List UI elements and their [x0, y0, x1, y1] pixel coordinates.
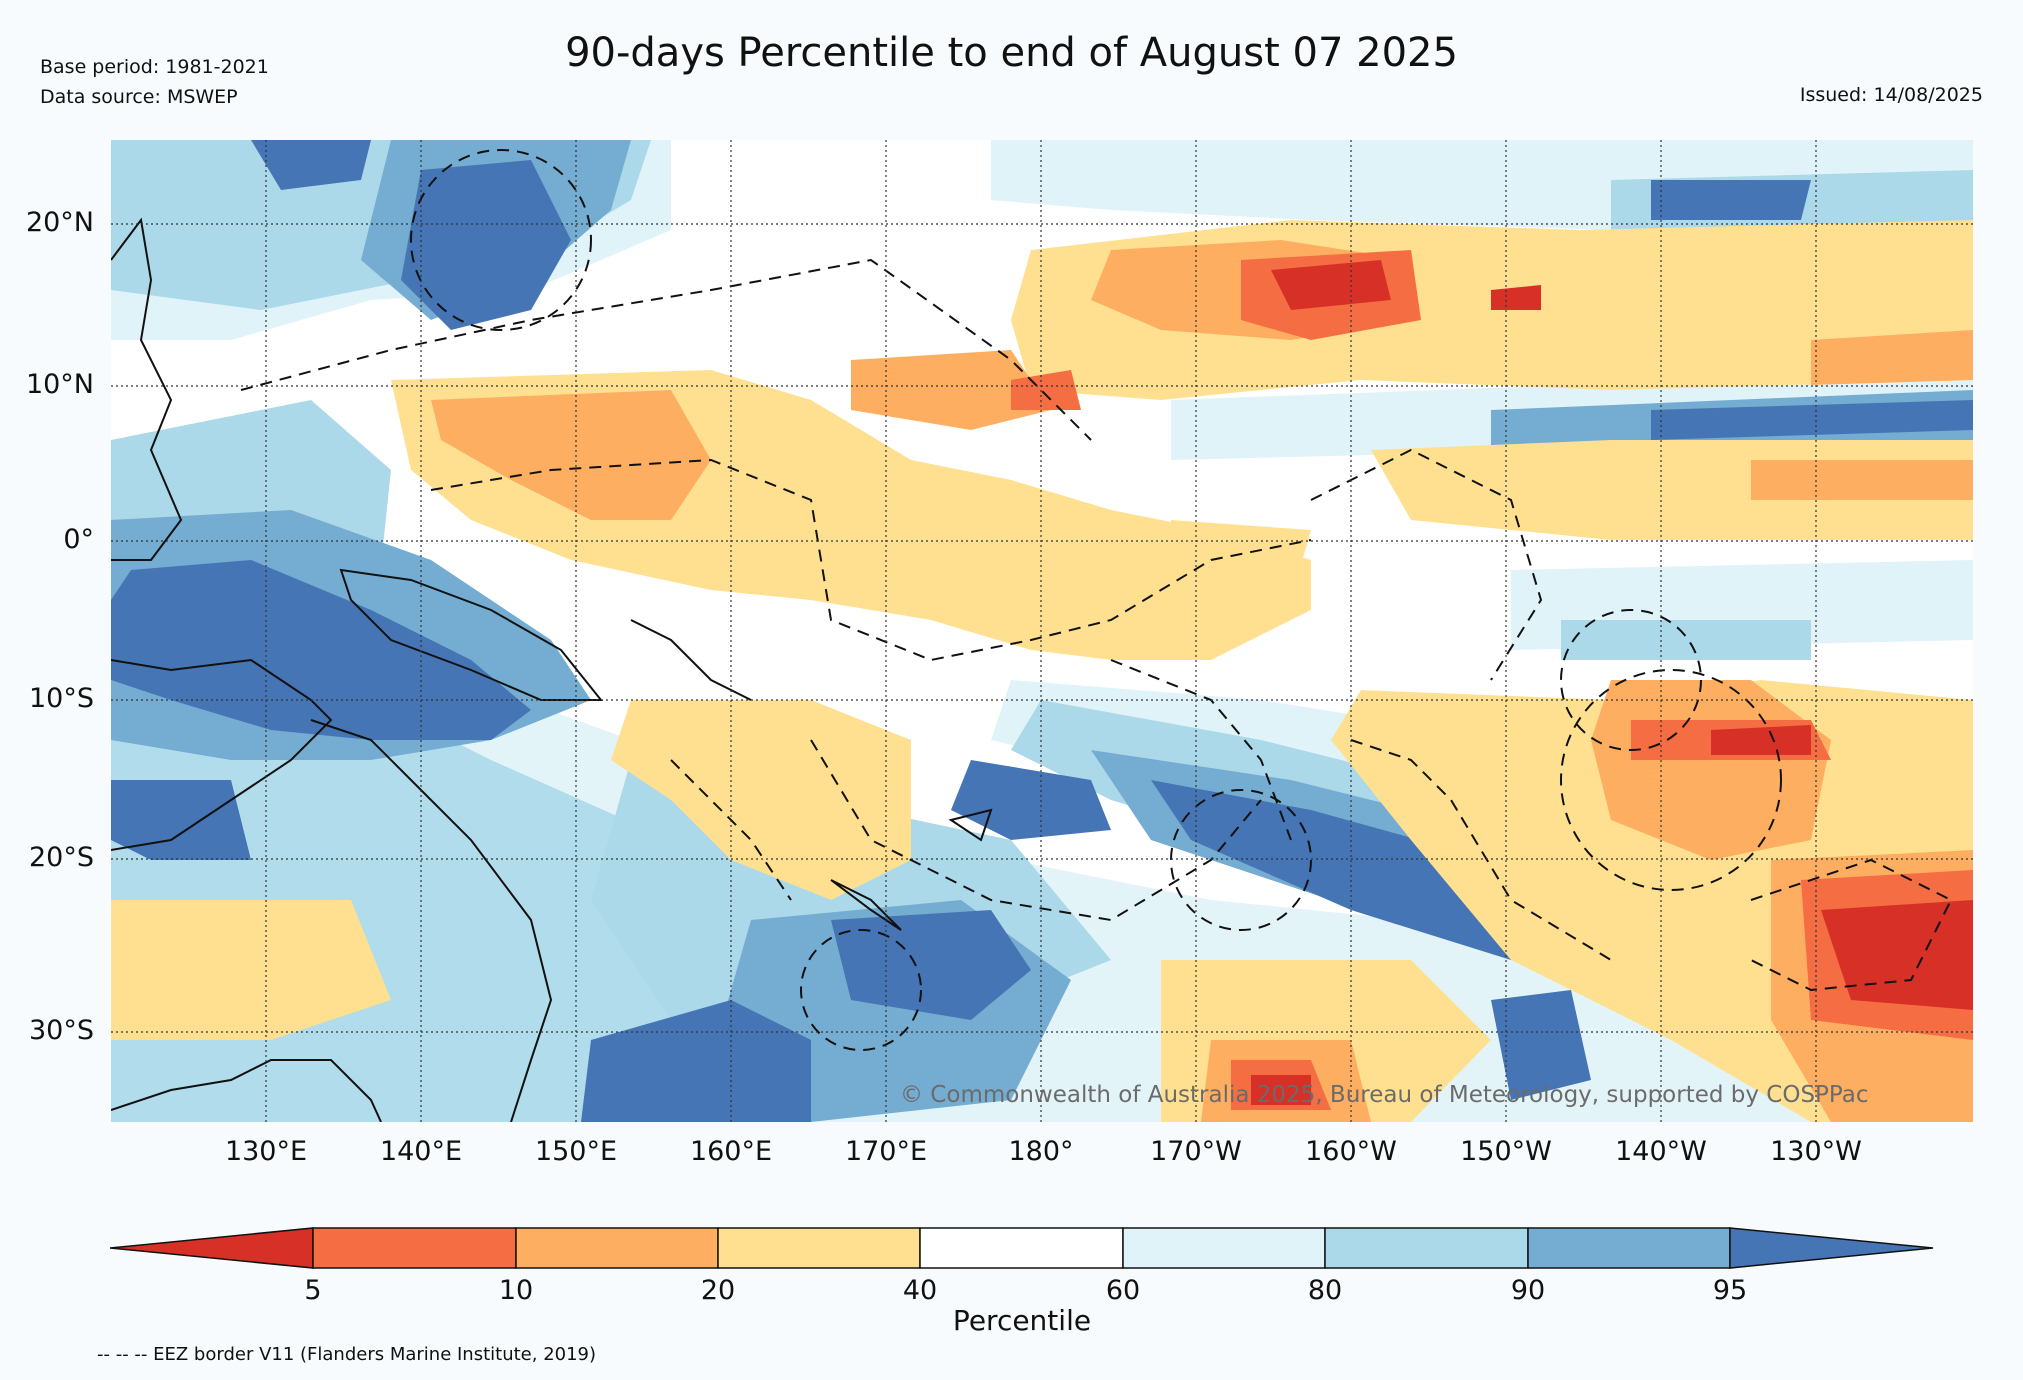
lon-label-160w: 160°W — [1305, 1136, 1397, 1167]
colorbar-80-90 — [1324, 1227, 1529, 1269]
data-source: Data source: MSWEP — [40, 86, 238, 108]
colorbar-gt95 — [1729, 1227, 1934, 1269]
colorbar-tick-95: 95 — [1712, 1275, 1748, 1306]
colorbar-40-60 — [919, 1227, 1124, 1269]
lat-label-30s: 30°S — [29, 1015, 94, 1046]
colorbar-title: Percentile — [952, 1304, 1092, 1337]
lat-label-0: 0° — [63, 524, 94, 555]
base-period: Base period: 1981-2021 — [40, 56, 269, 78]
graticule — [111, 140, 1973, 1122]
lat-label-20n: 20°N — [25, 207, 94, 238]
lon-label-180: 180° — [1008, 1136, 1074, 1167]
copyright-notice: © Commonwealth of Australia 2025, Bureau… — [900, 1082, 1869, 1108]
colorbar-tick-20: 20 — [700, 1275, 736, 1306]
lon-label-130w: 130°W — [1770, 1136, 1862, 1167]
lon-label-130e: 130°E — [224, 1136, 308, 1167]
lon-label-170e: 170°E — [844, 1136, 928, 1167]
issued-date: Issued: 14/08/2025 — [1799, 84, 1983, 106]
colorbar-tick-40: 40 — [902, 1275, 938, 1306]
lon-label-150e: 150°E — [534, 1136, 618, 1167]
colorbar-20-40 — [717, 1227, 921, 1269]
percentile-map — [111, 140, 1973, 1122]
lat-label-10s: 10°S — [29, 683, 94, 714]
colorbar-tick-10: 10 — [498, 1275, 534, 1306]
band-lt5-regions — [1251, 260, 1973, 1105]
colorbar-10-20 — [515, 1227, 719, 1269]
colorbar-90-95 — [1527, 1227, 1731, 1269]
colorbar-lt5 — [110, 1227, 314, 1269]
colorbar-tick-90: 90 — [1510, 1275, 1546, 1306]
colorbar-60-80 — [1122, 1227, 1326, 1269]
lon-label-170w: 170°W — [1150, 1136, 1242, 1167]
colorbar — [110, 1227, 1934, 1269]
lat-label-20s: 20°S — [29, 842, 94, 873]
lat-label-10n: 10°N — [25, 369, 94, 400]
eez-footnote: -- -- -- EEZ border V11 (Flanders Marine… — [97, 1344, 597, 1365]
eez-borders — [240, 149, 1953, 1051]
colorbar-tick-5: 5 — [304, 1275, 322, 1306]
lon-label-150w: 150°W — [1460, 1136, 1552, 1167]
lon-label-140w: 140°W — [1615, 1136, 1707, 1167]
colorbar-tick-80: 80 — [1307, 1275, 1343, 1306]
lon-label-140e: 140°E — [379, 1136, 463, 1167]
colorbar-5-10 — [312, 1227, 517, 1269]
lon-label-160e: 160°E — [689, 1136, 773, 1167]
colorbar-tick-60: 60 — [1105, 1275, 1141, 1306]
map-title: 90-days Percentile to end of August 07 2… — [565, 30, 1458, 76]
